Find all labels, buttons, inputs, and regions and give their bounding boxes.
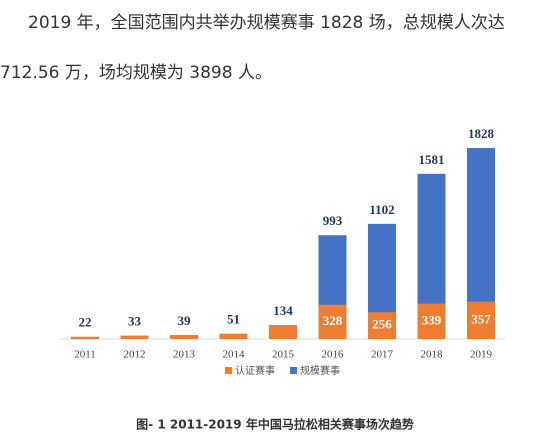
data-label: 22 [79, 315, 92, 330]
x-tick-label: 2019 [470, 349, 493, 361]
bar [120, 335, 149, 339]
x-tick-label: 2015 [272, 349, 295, 361]
paragraph-line: 712.56 万，场均规模为 3898 人。 [0, 63, 272, 83]
bar [170, 334, 198, 339]
x-tick-label: 2011 [74, 349, 96, 361]
bar [219, 333, 248, 339]
data-label: 134 [273, 303, 293, 318]
bar [417, 303, 446, 339]
bar [467, 301, 495, 339]
x-tick-label: 2014 [223, 349, 246, 361]
legend-swatch [225, 367, 232, 374]
data-label: 256 [372, 317, 392, 332]
data-label: 339 [422, 312, 442, 327]
data-label: 993 [323, 213, 343, 228]
legend-label: 规模赛事 [300, 364, 340, 377]
legend-swatch [290, 367, 297, 374]
x-tick-label: 2016 [322, 349, 345, 361]
data-label: 1581 [419, 152, 445, 167]
x-tick-label: 2012 [124, 349, 146, 361]
bar [71, 336, 99, 339]
x-tick-label: 2013 [173, 349, 196, 361]
data-label: 51 [227, 312, 240, 327]
data-label: 33 [128, 314, 142, 329]
paragraph-line: 2019 年，全国范围内共举办规模赛事 1828 场，总规模人次达 [28, 13, 505, 33]
data-label: 357 [471, 311, 491, 326]
bar [368, 312, 396, 339]
data-label: 1828 [468, 126, 495, 141]
caption: 图- 1 2011-2019 年中国马拉松相关赛事场次趋势 [136, 417, 414, 432]
data-label: 39 [178, 313, 192, 328]
bar [318, 304, 347, 339]
bar [269, 324, 297, 339]
legend-label: 认证赛事 [235, 364, 275, 377]
data-label: 328 [323, 313, 343, 328]
data-label: 1102 [369, 202, 394, 217]
x-tick-label: 2018 [421, 349, 444, 361]
x-tick-label: 2017 [371, 349, 394, 361]
